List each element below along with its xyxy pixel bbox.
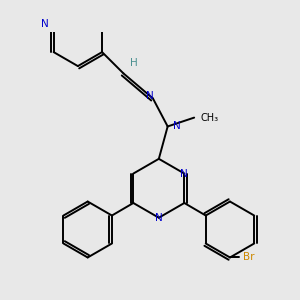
- Text: CH₃: CH₃: [200, 112, 218, 123]
- Text: H: H: [130, 58, 138, 68]
- Text: N: N: [40, 19, 48, 29]
- Text: N: N: [173, 122, 181, 131]
- Text: N: N: [155, 213, 163, 223]
- Text: N: N: [181, 169, 188, 178]
- Text: Br: Br: [243, 253, 255, 262]
- Text: N: N: [146, 91, 154, 100]
